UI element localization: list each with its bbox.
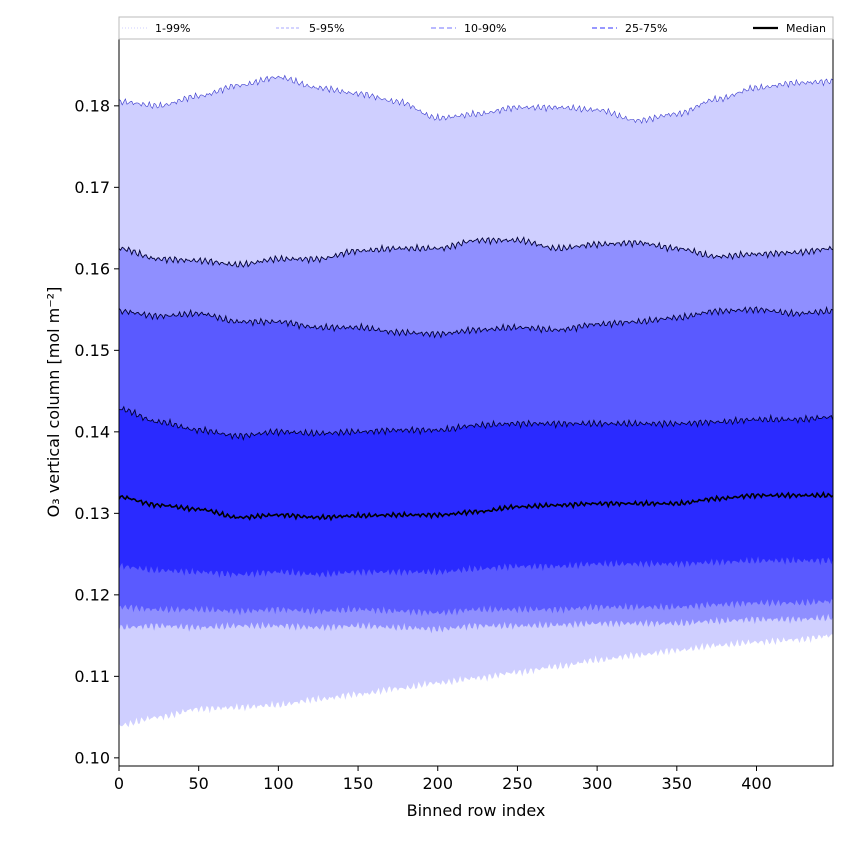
bands-group: [119, 74, 833, 728]
legend: 1-99% 5-95% 10-90% 25-75% Median: [118, 16, 834, 40]
legend-label: Median: [786, 22, 826, 35]
y-tick-label: 0.10: [74, 748, 110, 767]
y-tick-label: 0.18: [74, 96, 110, 115]
x-tick-label: 0: [114, 774, 124, 793]
band-upper-edge-25-75%: [119, 405, 833, 442]
x-axis-label: Binned row index: [407, 801, 546, 820]
x-tick-label: 250: [502, 774, 533, 793]
x-tick-label: 150: [343, 774, 374, 793]
legend-label: 5-95%: [309, 22, 344, 35]
band-25-75%: [119, 406, 833, 578]
y-axis: 0.10 0.11 0.12 0.13 0.14 0.15 0.16 0.17 0.18: [74, 96, 119, 767]
band-upper-edge-1-99%: [119, 74, 833, 124]
y-tick-label: 0.15: [74, 341, 110, 360]
x-tick-label: 50: [189, 774, 209, 793]
x-tick-label: 200: [422, 774, 453, 793]
legend-frame: [118, 16, 834, 40]
legend-label: 1-99%: [155, 22, 190, 35]
plot-area: [119, 74, 833, 728]
y-tick-label: 0.17: [74, 178, 110, 197]
band-upper-edge-5-95%: [119, 236, 833, 268]
x-axis: 0 50 100 150 200 250 300 350 400: [114, 766, 772, 793]
x-tick-label: 350: [662, 774, 693, 793]
legend-label: 25-75%: [625, 22, 667, 35]
x-tick-label: 100: [263, 774, 294, 793]
y-tick-label: 0.16: [74, 259, 110, 278]
x-tick-label: 300: [582, 774, 613, 793]
y-tick-label: 0.13: [74, 504, 110, 523]
series-line-median: [119, 490, 833, 522]
y-tick-label: 0.12: [74, 585, 110, 604]
y-axis-label: O₃ vertical column [mol m⁻²]: [44, 287, 63, 518]
x-tick-label: 400: [741, 774, 772, 793]
y-tick-label: 0.14: [74, 422, 110, 441]
y-tick-label: 0.11: [74, 667, 110, 686]
legend-label: 10-90%: [464, 22, 506, 35]
band-upper-edge-10-90%: [119, 305, 833, 339]
